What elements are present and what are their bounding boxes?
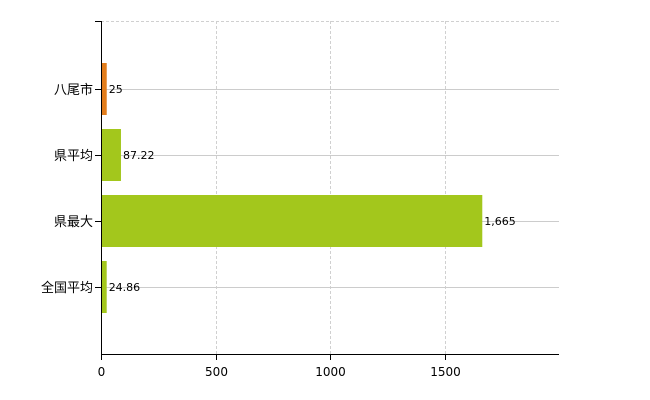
bar-2 [101,129,121,181]
category-label: 全国平均 [41,280,93,296]
data-label: 24.86 [109,281,140,294]
x-tick-label: 1500 [430,365,461,379]
bar-3 [101,195,483,247]
x-tick-label: 0 [98,365,106,379]
category-label: 八尾市 [54,82,93,98]
category-label: 県平均 [54,149,93,164]
bar-1 [101,63,107,115]
data-label: 87.22 [123,149,155,162]
bar-4 [101,261,107,313]
data-label: 1,665 [484,215,516,228]
category-label: 県最大 [54,215,93,230]
x-tick-label: 500 [205,365,228,379]
data-label: 25 [109,83,123,96]
x-tick-label: 1000 [315,365,346,379]
